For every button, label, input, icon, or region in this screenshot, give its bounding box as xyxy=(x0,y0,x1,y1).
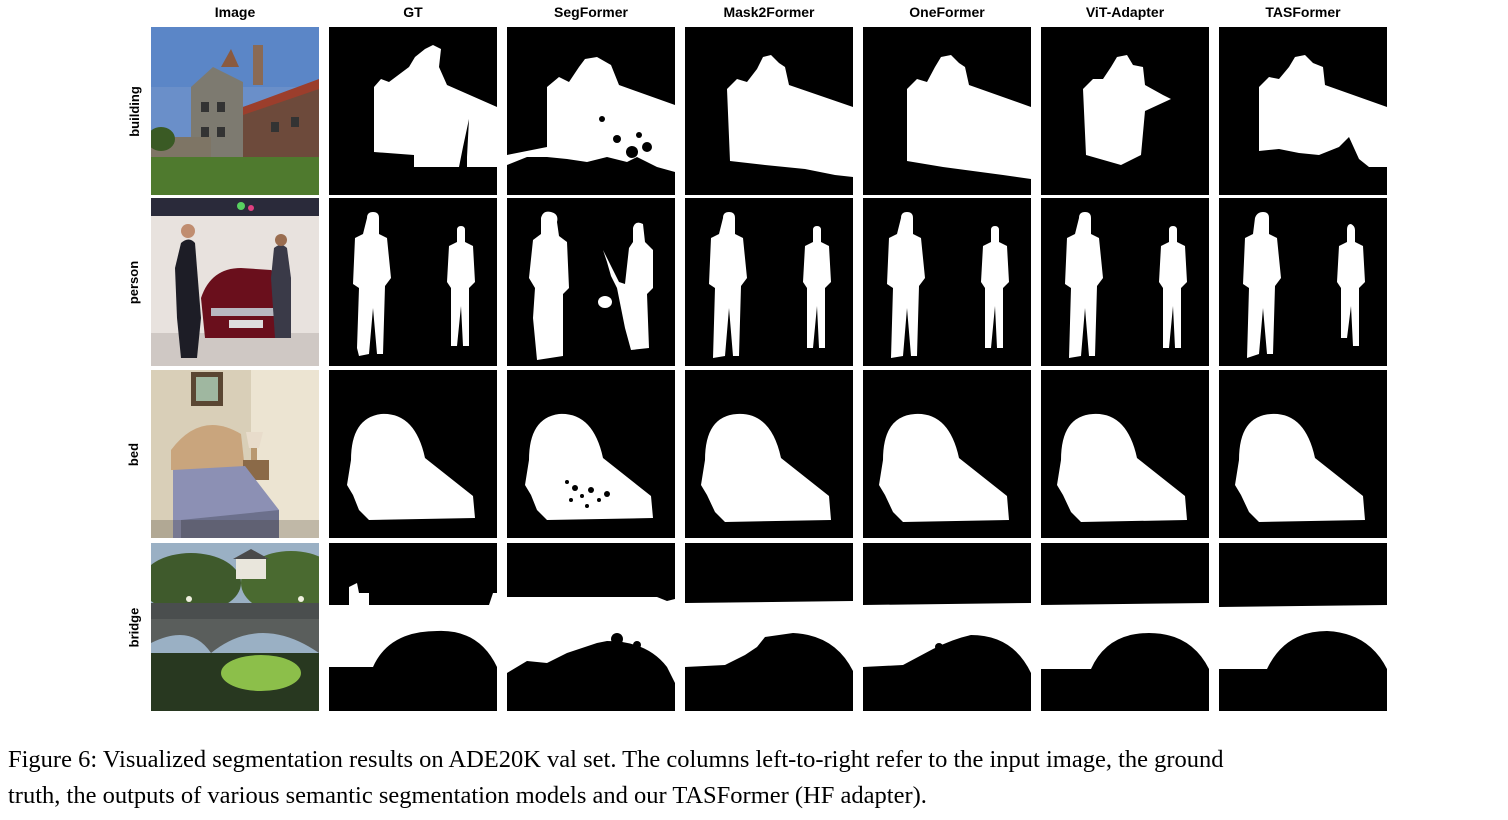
mask-shape xyxy=(329,27,497,195)
column-header-vit-adapter: ViT-Adapter xyxy=(1085,4,1165,20)
bed-photo xyxy=(151,370,319,538)
input-image-person xyxy=(151,198,319,366)
mask-shape xyxy=(1041,543,1209,711)
row-label-bridge: bridge xyxy=(126,607,142,647)
mask-shape xyxy=(507,370,675,538)
mask-shape xyxy=(329,370,497,538)
mask-segformer-bed xyxy=(507,370,675,538)
mask-gt-person xyxy=(329,198,497,366)
column-header-image: Image xyxy=(214,4,256,20)
mask-oneformer-person xyxy=(863,198,1031,366)
mask-mask2former-bed xyxy=(685,370,853,538)
mask-shape xyxy=(685,27,853,195)
mask-vit-adapter-bridge xyxy=(1041,543,1209,711)
column-header-oneformer: OneFormer xyxy=(909,4,985,20)
mask-gt-bed xyxy=(329,370,497,538)
mask-shape xyxy=(1219,27,1387,195)
mask-oneformer-bridge xyxy=(863,543,1031,711)
mask-shape xyxy=(685,543,853,711)
mask-tasformer-bed xyxy=(1219,370,1387,538)
caption-line-1: Figure 6: Visualized segmentation result… xyxy=(8,746,1224,773)
mask-shape xyxy=(1219,198,1387,366)
input-image-bridge xyxy=(151,543,319,711)
mask-vit-adapter-person xyxy=(1041,198,1209,366)
mask-mask2former-bridge xyxy=(685,543,853,711)
mask-shape xyxy=(507,198,675,366)
mask-shape xyxy=(329,198,497,366)
mask-tasformer-person xyxy=(1219,198,1387,366)
mask-segformer-person xyxy=(507,198,675,366)
mask-segformer-bridge xyxy=(507,543,675,711)
row-label-bed: bed xyxy=(126,442,142,466)
column-header-tasformer: TASFormer xyxy=(1265,4,1341,20)
row-label-person: person xyxy=(126,260,142,304)
mask-shape xyxy=(507,27,675,195)
mask-tasformer-bridge xyxy=(1219,543,1387,711)
figure-caption: Figure 6: Visualized segmentation result… xyxy=(8,742,1503,814)
mask-mask2former-building xyxy=(685,27,853,195)
row-label-building: building xyxy=(126,85,142,137)
mask-mask2former-person xyxy=(685,198,853,366)
input-image-building xyxy=(151,27,319,195)
mask-vit-adapter-building xyxy=(1041,27,1209,195)
person-photo xyxy=(151,198,319,366)
mask-shape xyxy=(1041,27,1209,195)
input-image-bed xyxy=(151,370,319,538)
mask-shape xyxy=(863,27,1031,195)
mask-gt-building xyxy=(329,27,497,195)
mask-segformer-building xyxy=(507,27,675,195)
mask-vit-adapter-bed xyxy=(1041,370,1209,538)
column-header-mask2former: Mask2Former xyxy=(723,4,815,20)
column-header-gt: GT xyxy=(403,4,423,20)
mask-tasformer-building xyxy=(1219,27,1387,195)
mask-oneformer-bed xyxy=(863,370,1031,538)
mask-shape xyxy=(685,198,853,366)
mask-shape xyxy=(685,370,853,538)
mask-shape xyxy=(863,198,1031,366)
mask-gt-bridge xyxy=(329,543,497,711)
mask-shape xyxy=(1041,370,1209,538)
mask-shape xyxy=(1219,543,1387,711)
caption-line-2: truth, the outputs of various semantic s… xyxy=(8,782,927,809)
mask-oneformer-building xyxy=(863,27,1031,195)
mask-shape xyxy=(1041,198,1209,366)
mask-shape xyxy=(863,370,1031,538)
mask-shape xyxy=(1219,370,1387,538)
column-header-segformer: SegFormer xyxy=(554,4,628,20)
mask-shape xyxy=(329,543,497,711)
bridge-photo xyxy=(151,543,319,711)
mask-shape xyxy=(863,543,1031,711)
building-photo xyxy=(151,27,319,195)
mask-shape xyxy=(507,543,675,711)
